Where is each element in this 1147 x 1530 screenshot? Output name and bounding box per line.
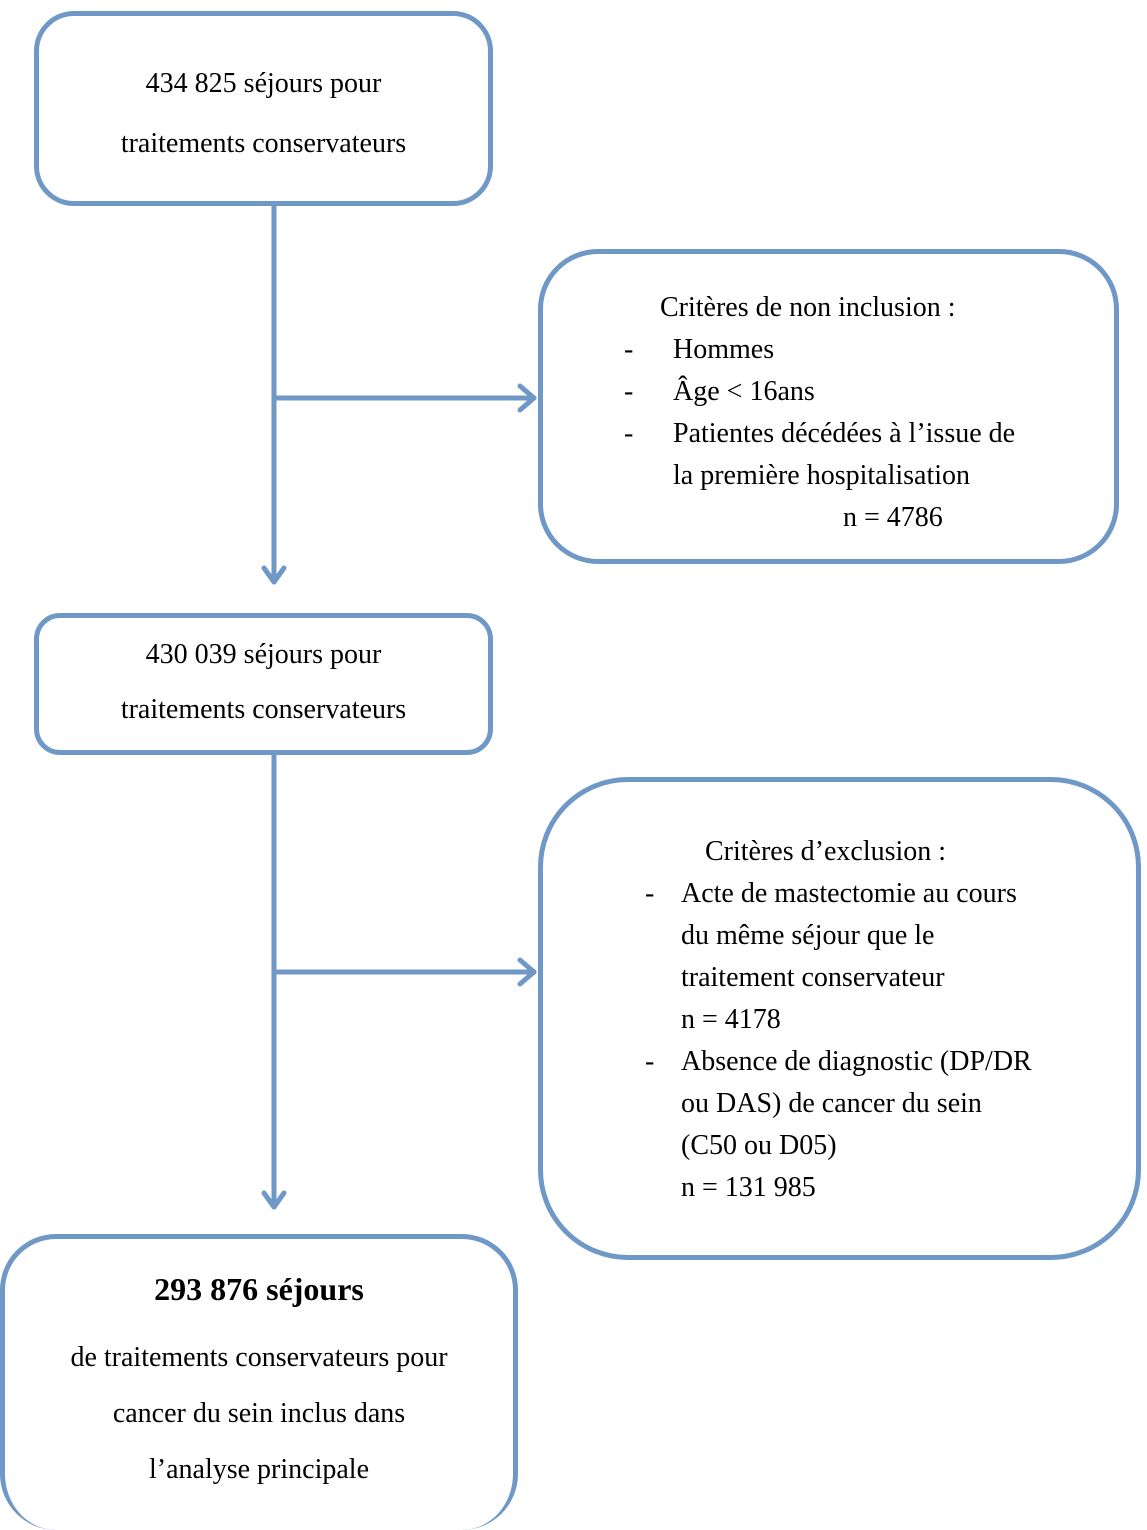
final-line2: cancer du sein inclus dans: [112, 1398, 406, 1429]
non-inclusion-item: Patientes décédées à l’issue de: [673, 418, 1016, 449]
arrowhead-right-1: [517, 383, 537, 413]
exclusion-item-1: Acte de mastectomie au cours: [681, 878, 1017, 909]
non-inclusion-title: Critères de non inclusion :: [660, 292, 956, 323]
box1-line1: 434 825 séjours pour: [145, 68, 382, 99]
box-final-included-stays: 293 876 séjours de traitements conservat…: [0, 1234, 518, 1530]
non-inclusion-count: n = 4786: [843, 502, 943, 533]
bullet-dash: -: [645, 878, 655, 909]
box3-line1: 430 039 séjours pour: [145, 639, 382, 670]
non-inclusion-item: Hommes: [673, 334, 775, 365]
exclusion-title: Critères d’exclusion :: [705, 836, 947, 867]
final-line3: l’analyse principale: [148, 1454, 369, 1485]
bullet-dash: -: [645, 1046, 655, 1077]
final-line1: de traitements conservateurs pour: [70, 1342, 448, 1373]
box-exclusion-criteria: Critères d’exclusion : - Acte de mastect…: [538, 777, 1141, 1260]
exclusion-item-1: du même séjour que le: [681, 920, 935, 951]
exclusion-item-2: (C50 ou D05): [681, 1130, 837, 1161]
exclusion-item-1-count: n = 4178: [681, 1004, 781, 1035]
bullet-dash: -: [624, 376, 634, 407]
exclusion-item-2: ou DAS) de cancer du sein: [681, 1088, 982, 1119]
exclusion-item-1: traitement conservateur: [681, 962, 945, 993]
final-headline: 293 876 séjours: [154, 1271, 364, 1307]
arrowhead-down-2: [261, 1190, 287, 1210]
bullet-dash: -: [624, 418, 634, 449]
arrowhead-down-1: [261, 565, 287, 585]
non-inclusion-item: la première hospitalisation: [673, 460, 971, 491]
box-non-inclusion-criteria: Critères de non inclusion : - Hommes - Â…: [538, 249, 1119, 564]
non-inclusion-item: Âge < 16ans: [673, 376, 815, 407]
exclusion-item-2: Absence de diagnostic (DP/DR: [681, 1046, 1032, 1077]
box-initial-stays: 434 825 séjours pour traitements conserv…: [34, 11, 493, 206]
arrowhead-right-2: [517, 957, 537, 987]
box3-line2: traitements conservateurs: [120, 694, 407, 725]
box1-line2: traitements conservateurs: [120, 128, 407, 159]
exclusion-item-2-count: n = 131 985: [681, 1172, 816, 1203]
box-remaining-stays: 430 039 séjours pour traitements conserv…: [34, 613, 493, 755]
bullet-dash: -: [624, 334, 634, 365]
